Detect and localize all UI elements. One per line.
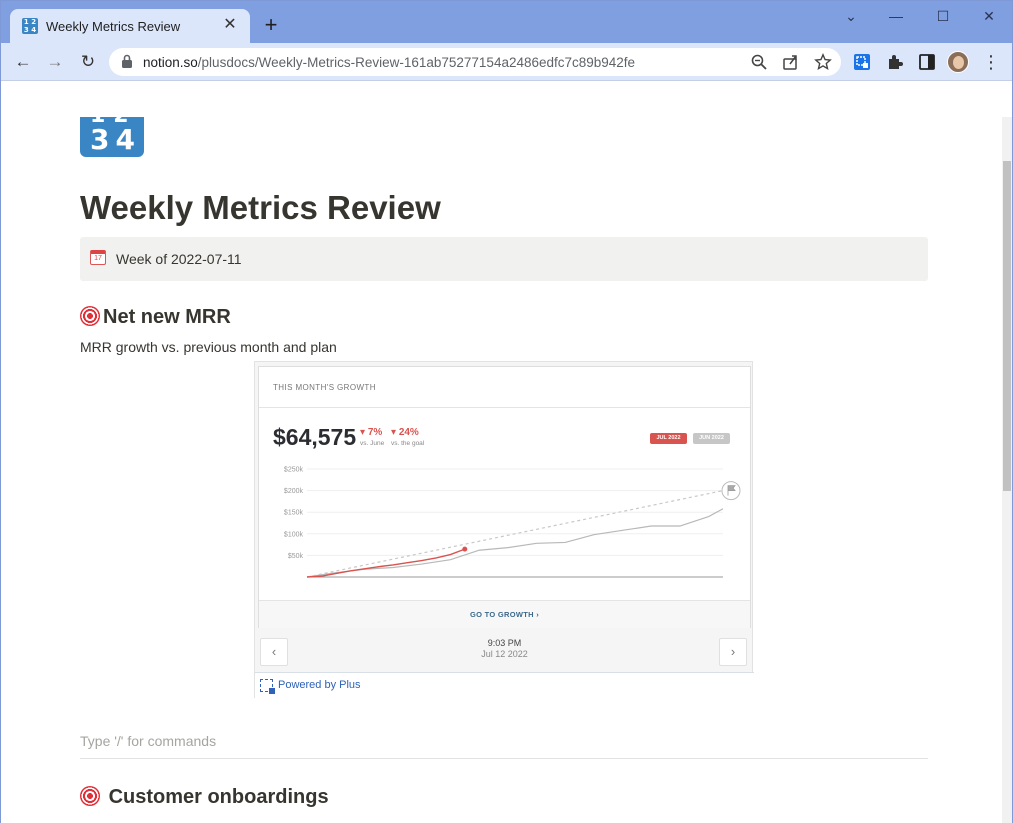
- flag-icon: [727, 485, 736, 496]
- powered-by-link[interactable]: Powered by Plus: [278, 679, 361, 691]
- y-tick-label: $50k: [288, 553, 304, 560]
- new-tab-plus-icon[interactable]: +: [264, 12, 278, 37]
- growth-line-chart: $250k $200k $150k $100k $50k: [284, 467, 741, 578]
- next-snapshot-button[interactable]: ›: [719, 638, 747, 666]
- y-tick-label: $100k: [284, 531, 304, 538]
- powered-by-bar[interactable]: Powered by Plus: [255, 672, 754, 698]
- maximize-icon[interactable]: ☐: [936, 8, 950, 24]
- zoom-icon[interactable]: [750, 53, 768, 71]
- prev-snapshot-button[interactable]: ‹: [260, 638, 288, 666]
- target-icon: [80, 786, 100, 806]
- current-endpoint: [462, 546, 468, 552]
- reload-icon[interactable]: ↻: [80, 52, 96, 71]
- minimize-icon[interactable]: —: [889, 8, 903, 24]
- page-title[interactable]: Weekly Metrics Review: [80, 189, 441, 226]
- profile-avatar[interactable]: [947, 51, 969, 73]
- empty-block-placeholder[interactable]: Type '/' for commands: [80, 733, 217, 749]
- goal-line: [306, 490, 724, 578]
- card-header: THIS MONTH'S GROWTH: [259, 367, 750, 408]
- snapshot-time: 9:03 PM: [487, 638, 522, 648]
- extensions-puzzle-icon[interactable]: [886, 53, 904, 71]
- card-footer[interactable]: GO TO GROWTH ›: [259, 600, 750, 628]
- delta-month-value: 7%: [367, 427, 383, 438]
- delta-month: ▾ 7%: [360, 427, 383, 438]
- scrollbar-thumb[interactable]: [1003, 161, 1011, 491]
- delta-goal-value: 24%: [398, 427, 419, 438]
- calendar-icon: 17: [90, 250, 106, 265]
- section-description: MRR growth vs. previous month and plan: [80, 339, 337, 355]
- close-icon[interactable]: ✕: [223, 16, 237, 33]
- heading-net-new-mrr[interactable]: Net new MRR: [80, 306, 231, 329]
- lock-icon: [122, 54, 132, 68]
- tab-title: Weekly Metrics Review: [46, 19, 181, 34]
- back-arrow-icon[interactable]: ←: [14, 52, 32, 71]
- plus-snapshot-embed[interactable]: THIS MONTH'S GROWTH $64,575 ▾ 7% vs. Jun…: [254, 361, 754, 698]
- heading-customer-onboardings[interactable]: Customer onboardings: [80, 786, 329, 809]
- go-to-growth-label: GO TO GROWTH: [469, 610, 534, 619]
- legend-pill-previous: JUN 2022: [693, 433, 730, 444]
- mrr-amount: $64,575: [273, 424, 357, 450]
- series-line-jul-2022: [306, 548, 466, 578]
- address-bar[interactable]: notion.so/plusdocs/Weekly-Metrics-Review…: [109, 48, 841, 76]
- heading-text: Net new MRR: [103, 306, 231, 328]
- delta-goal: ▾ 24%: [391, 427, 419, 438]
- delta-goal-label: vs. the goal: [391, 440, 425, 447]
- legend-pill-current: JUL 2022: [650, 433, 687, 444]
- url-path: /plusdocs/Weekly-Metrics-Review-161ab752…: [197, 55, 636, 70]
- url-text: notion.so/plusdocs/Weekly-Metrics-Review…: [143, 55, 635, 70]
- callout-block[interactable]: 17 Week of 2022-07-11: [80, 237, 928, 281]
- growth-card: THIS MONTH'S GROWTH $64,575 ▾ 7% vs. Jun…: [258, 366, 751, 628]
- tab-search-chevron-icon[interactable]: ⌄: [845, 8, 857, 24]
- snapshot-date: Jul 12 2022: [481, 649, 528, 659]
- go-to-growth-link[interactable]: GO TO GROWTH ›: [469, 610, 540, 619]
- series-line-jun-2022: [306, 508, 724, 578]
- y-tick-label: $250k: [284, 467, 304, 474]
- page-scrollbar[interactable]: [1002, 117, 1012, 823]
- more-menu-icon[interactable]: ⋮: [982, 52, 1000, 72]
- url-host: notion.so: [143, 55, 198, 70]
- plus-logo-icon: [260, 679, 275, 694]
- y-tick-label: $150k: [284, 510, 304, 517]
- delta-month-label: vs. June: [360, 440, 385, 447]
- side-panel-icon[interactable]: [918, 53, 936, 71]
- window-close-icon[interactable]: ✕: [983, 8, 995, 24]
- plus-extension-icon[interactable]: [853, 53, 871, 71]
- forward-arrow-icon[interactable]: →: [46, 52, 64, 71]
- divider: [80, 758, 928, 759]
- share-icon[interactable]: [782, 53, 800, 71]
- card-title: THIS MONTH'S GROWTH: [273, 383, 376, 392]
- callout-text: Week of 2022-07-11: [116, 251, 242, 267]
- browser-toolbar: ← → ↻ notion.so/plusdocs/Weekly-Metrics-…: [1, 43, 1012, 81]
- target-icon: [80, 306, 100, 326]
- bookmark-star-icon[interactable]: [814, 53, 832, 71]
- y-tick-label: $200k: [284, 488, 304, 495]
- heading-text: Customer onboardings: [108, 786, 329, 808]
